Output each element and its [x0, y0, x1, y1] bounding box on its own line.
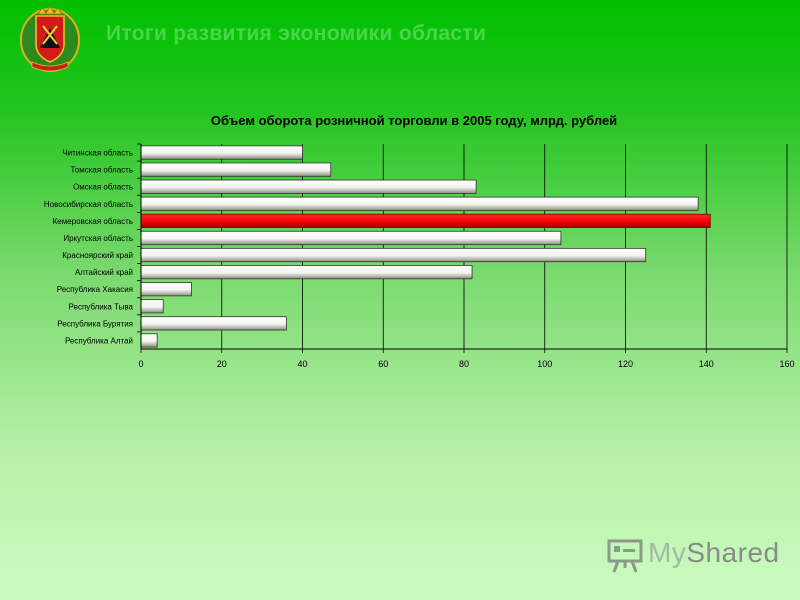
bar-1 [140, 162, 332, 177]
x-tick-label: 120 [618, 359, 633, 369]
category-label: Республика Бурятия [57, 319, 133, 328]
x-tick-label: 100 [537, 359, 552, 369]
category-labels: Читинская область Томская область Омская о… [44, 149, 134, 346]
x-tick-label: 160 [779, 359, 794, 369]
category-label: Алтайский край [75, 268, 133, 277]
bar-7 [140, 265, 473, 280]
category-label: Читинская область [62, 149, 133, 158]
x-tick-label: 80 [459, 359, 469, 369]
chart-title: Объем оборота розничной торговли в 2005 … [211, 113, 617, 128]
category-label: Республика Алтай [65, 336, 133, 345]
bar-2 [140, 179, 477, 194]
bar-0 [140, 145, 303, 160]
chart-bars [140, 145, 711, 348]
bar-3 [140, 196, 699, 211]
presentation-icon [607, 539, 643, 573]
coat-of-arms-logo [20, 5, 80, 72]
bar-11 [140, 333, 158, 348]
myshared-watermark: MyShared [606, 536, 779, 576]
chart-gridlines [221, 144, 788, 349]
category-label: Республика Тыва [69, 302, 134, 311]
bar-9 [140, 299, 164, 314]
category-label: Красноярский край [62, 251, 133, 260]
category-label: Республика Хакасия [57, 285, 133, 294]
bar-6 [140, 247, 647, 263]
category-label: Кемеровская область [53, 217, 133, 226]
x-tick-label: 40 [297, 359, 307, 369]
bar-10 [140, 316, 287, 331]
chart-axes [137, 143, 788, 353]
x-tick-label: 0 [138, 359, 143, 369]
category-label: Омская область [73, 183, 133, 192]
category-label: Новосибирская область [44, 200, 133, 209]
slide-title: Итоги развития экономики области [106, 22, 487, 45]
watermark-text: MyShared [648, 537, 780, 569]
x-tick-label: 140 [699, 359, 714, 369]
watermark-text-a: My [648, 537, 687, 568]
bar-5 [140, 230, 562, 246]
x-tick-label: 20 [217, 359, 227, 369]
category-label: Иркутская область [63, 234, 133, 243]
category-label: Томская область [70, 166, 133, 175]
bar-8 [140, 282, 192, 297]
x-tick-label: 60 [378, 359, 388, 369]
x-tick-labels: 0 20 40 60 80 100 120 140 160 [138, 359, 794, 369]
watermark-text-b: Shared [686, 537, 780, 568]
bar-4 [140, 213, 711, 228]
